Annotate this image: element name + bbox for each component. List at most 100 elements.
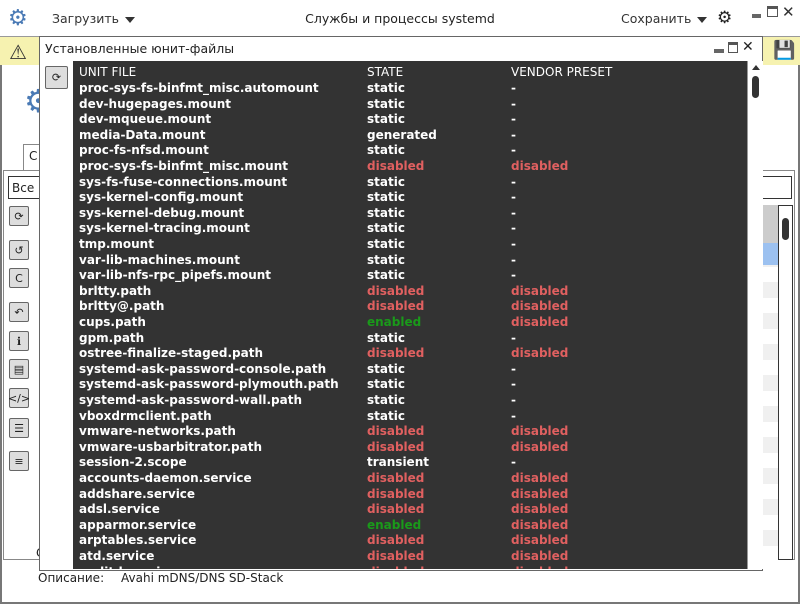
vendor-preset: disabled bbox=[511, 424, 569, 439]
table-row[interactable]: proc-sys-fs-binfmt_misc.mount disabled dis… bbox=[73, 159, 747, 175]
unit-file: proc-fs-nfsd.mount bbox=[79, 143, 209, 158]
table-row[interactable]: sys-kernel-config.mount static - bbox=[73, 190, 747, 206]
table-row[interactable]: sys-fs-fuse-connections.mount static - bbox=[73, 175, 747, 191]
list-icon: ≡ bbox=[14, 454, 24, 468]
table-row[interactable]: gpm.path static - bbox=[73, 331, 747, 347]
table-row[interactable]: auditd.service disabled disabled bbox=[73, 565, 747, 569]
table-row[interactable]: brltty.path disabled disabled bbox=[73, 284, 747, 300]
unit-files-dialog: Установленные юнит-файлы ✕ ⟳ UNIT FILE ST… bbox=[39, 36, 763, 571]
refresh-button[interactable]: ⟳ bbox=[9, 206, 29, 226]
table-row[interactable]: vboxdrmclient.path static - bbox=[73, 409, 747, 425]
history-button[interactable]: ↺ bbox=[9, 240, 29, 260]
restart-button[interactable]: C bbox=[9, 268, 29, 288]
restart-icon: C bbox=[15, 271, 23, 285]
unit-file: media-Data.mount bbox=[79, 127, 206, 142]
table-row[interactable]: systemd-ask-password-wall.path static - bbox=[73, 393, 747, 409]
table-row[interactable]: dev-mqueue.mount static - bbox=[73, 112, 747, 128]
document-icon: ▤ bbox=[13, 362, 25, 376]
table-row[interactable]: var-lib-machines.mount static - bbox=[73, 253, 747, 269]
table-row[interactable]: vmware-usbarbitrator.path disabled disable… bbox=[73, 440, 747, 456]
table-row[interactable]: proc-fs-nfsd.mount static - bbox=[73, 143, 747, 159]
vendor-preset: - bbox=[511, 330, 516, 345]
history-icon: ↺ bbox=[14, 243, 24, 257]
table-row[interactable]: systemd-ask-password-plymouth.path static… bbox=[73, 377, 747, 393]
dialog-minimize-button[interactable] bbox=[714, 49, 724, 53]
table-row[interactable]: vmware-networks.path disabled disabled bbox=[73, 424, 747, 440]
table-row[interactable]: dev-hugepages.mount static - bbox=[73, 97, 747, 113]
reload-button[interactable]: ↶ bbox=[9, 302, 29, 322]
unit-file: vboxdrmclient.path bbox=[79, 408, 212, 423]
vendor-preset: - bbox=[511, 377, 516, 392]
log-button[interactable]: ☰ bbox=[9, 418, 29, 438]
vendor-preset: disabled bbox=[511, 439, 569, 454]
unit-file: vmware-networks.path bbox=[79, 424, 236, 439]
window-title: Службы и процессы systemd bbox=[305, 11, 495, 26]
settings-gear-icon[interactable]: ⚙ bbox=[717, 8, 733, 28]
maximize-button[interactable] bbox=[767, 6, 778, 17]
vendor-preset: - bbox=[511, 112, 516, 127]
chevron-down-icon bbox=[125, 16, 135, 23]
background-scrollbar[interactable] bbox=[778, 205, 793, 560]
dialog-maximize-button[interactable] bbox=[728, 42, 738, 53]
table-row[interactable]: atd.service disabled disabled bbox=[73, 549, 747, 565]
table-row[interactable]: adsl.service disabled disabled bbox=[73, 502, 747, 518]
selected-row[interactable] bbox=[762, 243, 778, 265]
load-menu[interactable]: Загрузить bbox=[52, 11, 135, 26]
vendor-preset: disabled bbox=[511, 283, 569, 298]
chevron-down-icon bbox=[697, 16, 708, 23]
table-row[interactable]: cups.path enabled disabled bbox=[73, 315, 747, 331]
scroll-thumb[interactable] bbox=[752, 76, 759, 98]
scroll-up-icon[interactable] bbox=[751, 65, 760, 70]
vendor-preset: disabled bbox=[511, 299, 569, 314]
vendor-preset: - bbox=[511, 268, 516, 283]
dialog-scrollbar[interactable] bbox=[747, 61, 763, 569]
save-menu[interactable]: Сохранить bbox=[621, 11, 708, 26]
filter-select[interactable]: Все bbox=[8, 176, 40, 199]
state: disabled bbox=[367, 549, 425, 563]
vendor-preset: - bbox=[511, 361, 516, 376]
vendor-preset: - bbox=[511, 393, 516, 407]
vendor-preset: - bbox=[511, 205, 516, 220]
description-label: Описание: bbox=[38, 571, 105, 585]
document-button[interactable]: ▤ bbox=[9, 359, 29, 379]
dialog-refresh-button[interactable]: ⟳ bbox=[45, 66, 68, 89]
table-row[interactable]: addshare.service disabled disabled bbox=[73, 487, 747, 503]
table-row[interactable]: sys-kernel-debug.mount static - bbox=[73, 206, 747, 222]
unit-file: gpm.path bbox=[79, 330, 145, 345]
state: static bbox=[367, 268, 405, 283]
state: static bbox=[367, 205, 405, 220]
unit-file: proc-sys-fs-binfmt_misc.mount bbox=[79, 159, 288, 173]
table-row[interactable]: session-2.scope transient - bbox=[73, 455, 747, 471]
state: enabled bbox=[367, 517, 422, 532]
table-row[interactable]: sys-kernel-tracing.mount static - bbox=[73, 221, 747, 237]
close-button[interactable]: ✕ bbox=[782, 3, 795, 21]
vendor-preset: - bbox=[511, 408, 516, 423]
table-row[interactable]: ostree-finalize-staged.path disabled disab… bbox=[73, 346, 747, 362]
minimize-button[interactable] bbox=[752, 14, 761, 18]
state: static bbox=[367, 252, 405, 267]
state: transient bbox=[367, 455, 429, 470]
search-input[interactable] bbox=[762, 176, 792, 199]
table-row[interactable]: tmp.mount static - bbox=[73, 237, 747, 253]
table-row[interactable]: arptables.service disabled disabled bbox=[73, 533, 747, 549]
table-row[interactable]: apparmor.service enabled disabled bbox=[73, 518, 747, 534]
list-button[interactable]: ≡ bbox=[9, 451, 29, 471]
state: static bbox=[367, 112, 405, 127]
table-row[interactable]: accounts-daemon.service disabled disabled bbox=[73, 471, 747, 487]
warning-icon: ⚠ bbox=[9, 40, 27, 64]
state: static bbox=[367, 174, 405, 189]
table-row[interactable]: var-lib-nfs-rpc_pipefs.mount static - bbox=[73, 268, 747, 284]
info-button[interactable]: ℹ bbox=[9, 331, 29, 351]
table-row[interactable]: media-Data.mount generated - bbox=[73, 128, 747, 144]
table-row[interactable]: systemd-ask-password-console.path static - bbox=[73, 362, 747, 378]
dialog-close-button[interactable]: ✕ bbox=[742, 39, 754, 55]
header-row: UNIT FILE STATE VENDOR PRESET bbox=[73, 65, 747, 81]
state: static bbox=[367, 190, 405, 205]
table-row[interactable]: brltty@.path disabled disabled bbox=[73, 299, 747, 315]
table-row[interactable]: proc-sys-fs-binfmt_misc.automount static - bbox=[73, 81, 747, 97]
state: disabled bbox=[367, 502, 425, 517]
save-user-icon[interactable]: 💾 bbox=[773, 40, 796, 61]
code-file-button[interactable]: </> bbox=[8, 388, 30, 408]
vendor-preset: - bbox=[511, 252, 516, 267]
state: static bbox=[367, 143, 405, 158]
